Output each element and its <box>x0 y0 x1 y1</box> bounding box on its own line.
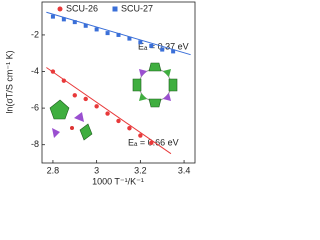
point <box>138 40 143 45</box>
point <box>50 14 55 19</box>
legend-label: SCU-27 <box>121 3 153 13</box>
structure-icon <box>49 99 93 141</box>
legend-label: SCU-26 <box>66 3 98 13</box>
point <box>116 32 121 37</box>
y-tick-label: -8 <box>31 139 39 149</box>
x-tick-label: 3.4 <box>178 165 191 175</box>
y-axis-label: ln(σT/S cm⁻¹ K) <box>4 50 14 113</box>
structure-icon <box>132 62 178 108</box>
y-tick-label: -2 <box>31 29 39 39</box>
point <box>149 140 154 146</box>
point <box>83 23 88 28</box>
point <box>61 78 67 83</box>
y-tick-label: -4 <box>31 66 39 76</box>
point <box>72 20 77 25</box>
point <box>160 47 165 52</box>
point <box>138 133 143 138</box>
point <box>127 126 132 131</box>
x-tick-label: 3.2 <box>134 165 147 175</box>
point <box>171 49 176 54</box>
point <box>105 111 110 116</box>
chart: Eₐ = 0.37 eV Eₐ = 0.66 eV 1000 T⁻¹/K⁻¹ l… <box>4 1 196 186</box>
legend-marker <box>112 6 118 12</box>
y-tick-label: -6 <box>31 102 39 112</box>
x-axis-label: 1000 T⁻¹/K⁻¹ <box>92 176 144 186</box>
point <box>94 27 99 32</box>
plot-frame <box>41 1 196 164</box>
point <box>149 43 154 48</box>
x-tick-label: 2.8 <box>47 165 60 175</box>
point <box>72 93 77 98</box>
point <box>116 118 121 124</box>
point <box>94 104 99 109</box>
point <box>61 17 66 22</box>
point <box>105 31 110 36</box>
point <box>50 69 56 74</box>
point <box>127 36 132 41</box>
fit-line <box>46 67 172 155</box>
legend-marker <box>57 6 63 12</box>
point <box>83 96 88 102</box>
x-tick-label: 3 <box>94 165 99 175</box>
